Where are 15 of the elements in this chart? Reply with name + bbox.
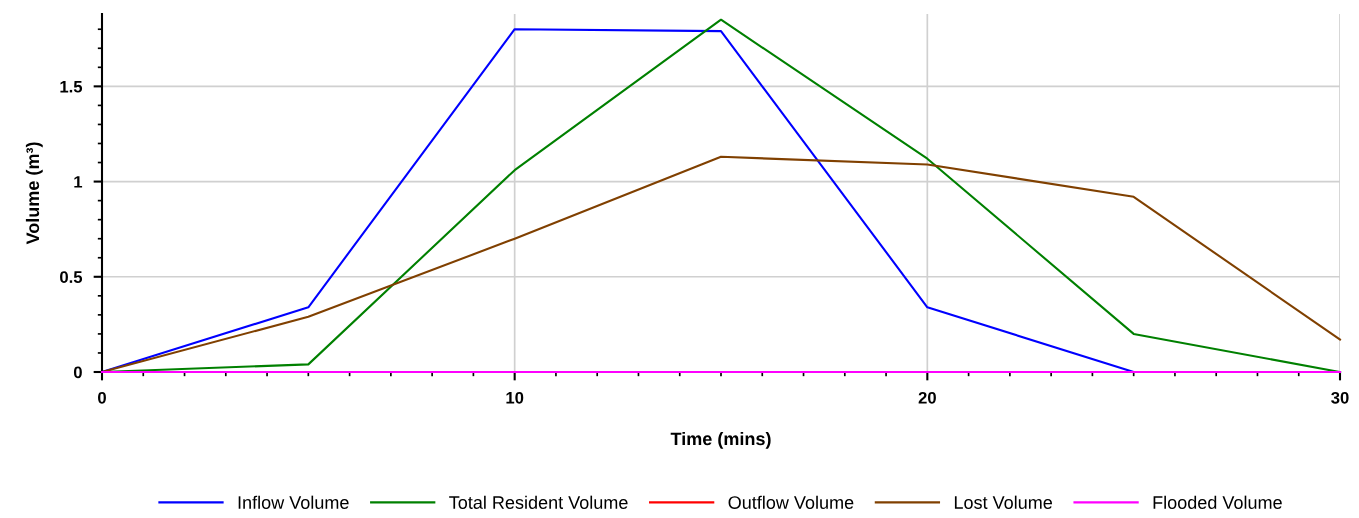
x-tick-label: 10 (506, 391, 524, 404)
x-tick-label: 30 (1331, 391, 1349, 404)
legend-label: Flooded Volume (1153, 495, 1282, 509)
x-tick-label: 0 (98, 391, 106, 404)
x-axis-title: Time (mins) (670, 431, 771, 449)
y-tick-label: 0.5 (60, 271, 83, 283)
x-tick-label: 20 (918, 391, 936, 404)
y-tick-label: 0 (73, 366, 82, 379)
y-tick-label: 1.5 (60, 80, 83, 93)
legend-label: Inflow Volume (238, 495, 349, 509)
legend-label: Outflow Volume (728, 495, 854, 509)
y-tick-label: 1 (74, 176, 83, 188)
y-axis-title: Volume (m³) (25, 142, 43, 245)
legend-label: Total Resident Volume (449, 495, 628, 509)
legend-label: Lost Volume (954, 495, 1053, 509)
